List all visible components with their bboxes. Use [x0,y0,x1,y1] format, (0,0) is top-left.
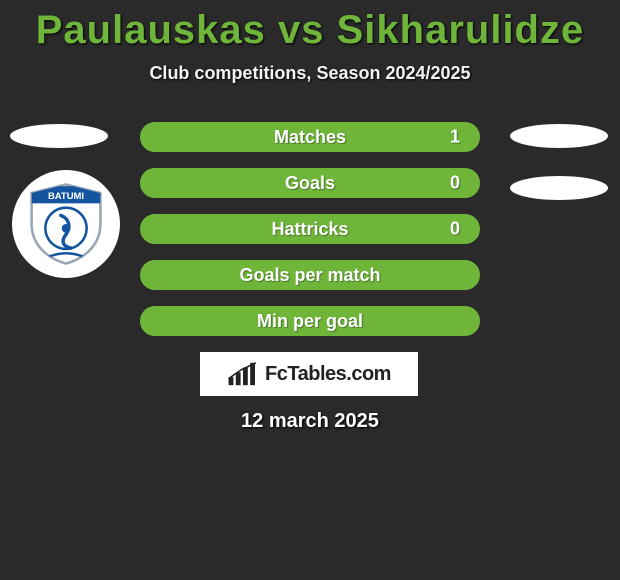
club-badge-left: BATUMI [12,170,120,278]
page-title: Paulauskas vs Sikharulidze [0,0,620,53]
player-left-placeholder [10,124,108,148]
date-label: 12 march 2025 [0,410,620,433]
stat-label: Min per goal [257,312,363,330]
stat-row: Goals 0 [140,168,480,198]
stat-label: Hattricks [271,220,348,238]
stat-value: 1 [450,127,460,148]
stat-rows: Matches 1 Goals 0 Hattricks 0 Goals per match M… [140,122,480,352]
player-right-placeholder [510,124,608,148]
badge-right-placeholder [510,176,608,200]
stat-row: Min per goal [140,306,480,336]
stat-label: Goals [285,174,335,192]
stat-label: Matches [274,128,346,146]
svg-text:BATUMI: BATUMI [48,191,84,202]
stat-row: Hattricks 0 [140,214,480,244]
stat-label: Goals per match [239,266,380,284]
stat-value: 0 [450,173,460,194]
page-subtitle: Club competitions, Season 2024/2025 [0,63,620,84]
brand-label: FcTables.com [265,363,391,386]
stat-row: Goals per match [140,260,480,290]
shield-icon: BATUMI [23,181,109,267]
stat-row: Matches 1 [140,122,480,152]
bar-chart-icon [227,361,259,387]
brand-box[interactable]: FcTables.com [200,352,418,396]
stat-value: 0 [450,219,460,240]
